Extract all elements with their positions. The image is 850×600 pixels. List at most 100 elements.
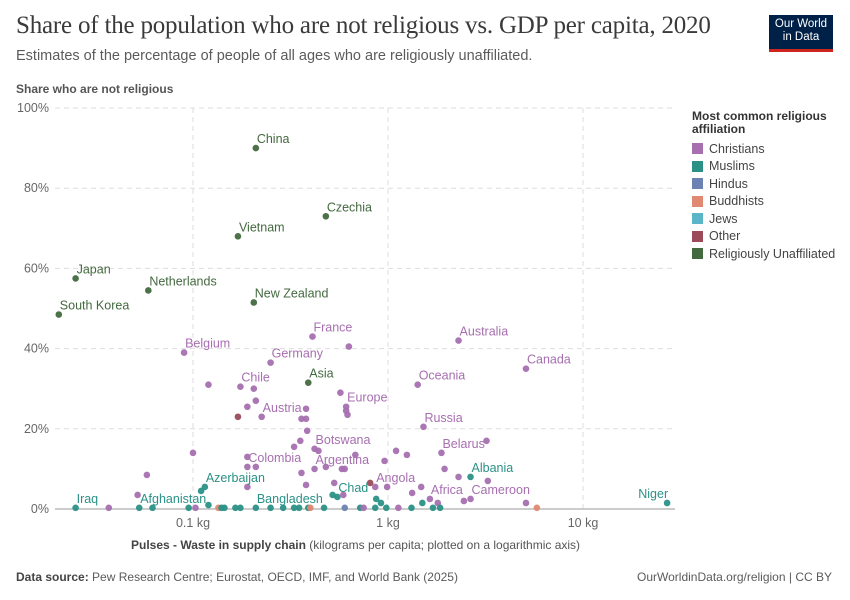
- point-label: Angola: [376, 471, 415, 485]
- legend-label: Buddhists: [709, 194, 764, 209]
- data-point: [307, 504, 314, 512]
- data-point: [467, 495, 474, 503]
- owid-logo[interactable]: Our World in Data: [769, 15, 833, 52]
- point-label: Vietnam: [239, 220, 285, 234]
- data-point: [258, 413, 265, 421]
- data-point: [279, 504, 287, 512]
- data-point: [360, 504, 367, 512]
- data-point: [298, 415, 305, 423]
- data-point: [315, 447, 322, 455]
- point-label: Botswana: [316, 433, 371, 447]
- data-point: [337, 389, 344, 397]
- data-point: [192, 504, 199, 512]
- data-point: [302, 415, 310, 423]
- legend-label: Christians: [709, 141, 765, 156]
- legend-swatch: [692, 213, 703, 225]
- point-label: Azerbaijan: [206, 471, 265, 485]
- data-point: [467, 473, 474, 481]
- point-label: South Korea: [60, 299, 130, 313]
- data-point: [419, 499, 426, 507]
- point-label: Canada: [527, 353, 571, 367]
- point-label: Niger: [638, 487, 668, 501]
- x-tick-label: 1 kg: [376, 516, 400, 530]
- data-point: [352, 451, 359, 459]
- point-label: Germany: [272, 347, 324, 361]
- data-source: Data source: Pew Research Centre; Eurost…: [16, 570, 458, 584]
- legend-label: Religiously Unaffiliated: [709, 246, 836, 261]
- data-point: [55, 311, 63, 318]
- legend-swatch: [692, 230, 703, 242]
- legend-swatch: [692, 178, 703, 190]
- data-point: [345, 343, 353, 350]
- data-point: [522, 365, 530, 372]
- data-point: [340, 491, 347, 499]
- data-point: [180, 349, 188, 356]
- data-point: [460, 497, 468, 505]
- data-point: [135, 504, 143, 512]
- legend-item[interactable]: Muslims: [692, 158, 842, 176]
- point-label: Iraq: [77, 492, 99, 506]
- data-point: [455, 337, 462, 344]
- data-point: [381, 457, 388, 465]
- legend-item[interactable]: Christians: [692, 140, 842, 158]
- point-label: Europe: [347, 391, 387, 405]
- legend-item[interactable]: Hindus: [692, 175, 842, 193]
- x-axis-label: Pulses - Waste in supply chain (kilogram…: [131, 538, 580, 552]
- y-axis-label: Share who are not religious: [16, 82, 174, 96]
- point-label: Cameroon: [472, 483, 530, 497]
- y-tick-label: 20%: [24, 422, 49, 436]
- legend-item[interactable]: Religiously Unaffiliated: [692, 245, 842, 263]
- grid-lines: [55, 107, 675, 509]
- data-point: [392, 447, 400, 455]
- data-point: [377, 499, 385, 507]
- data-point: [244, 403, 251, 411]
- data-point: [143, 471, 151, 479]
- legend-item[interactable]: Jews: [692, 210, 842, 228]
- point-label: Chad: [338, 481, 368, 495]
- legend-swatch: [692, 143, 703, 155]
- data-point: [244, 453, 251, 461]
- x-axis-label-bold: Pulses - Waste in supply chain: [131, 538, 306, 552]
- x-axis-label-rest: (kilograms per capita; plotted on a loga…: [305, 538, 581, 552]
- y-tick-label: 100%: [17, 101, 49, 115]
- point-label: Chile: [241, 371, 270, 385]
- logo-line-2: in Data: [782, 31, 820, 43]
- data-point: [304, 379, 312, 386]
- data-point: [382, 504, 390, 512]
- data-point: [366, 479, 374, 487]
- data-point: [302, 481, 310, 489]
- data-point: [438, 449, 445, 457]
- point-label: Afghanistan: [140, 492, 206, 506]
- data-point: [344, 411, 351, 419]
- data-point: [290, 443, 298, 451]
- data-point: [372, 495, 380, 503]
- data-point: [237, 504, 244, 512]
- data-point: [252, 144, 260, 152]
- point-label: Belarus: [442, 437, 484, 451]
- data-point: [311, 465, 318, 473]
- data-point: [322, 212, 330, 220]
- data-point: [290, 504, 298, 512]
- data-point: [267, 504, 274, 512]
- legend-item[interactable]: Other: [692, 228, 842, 246]
- data-point: [72, 275, 79, 282]
- data-point: [295, 504, 303, 512]
- point-label: Argentina: [316, 453, 370, 467]
- data-point: [408, 504, 415, 512]
- point-label: Asia: [309, 367, 333, 381]
- footer-link[interactable]: OurWorldinData.org/religion | CC BY: [637, 570, 832, 584]
- data-points: [55, 144, 671, 512]
- data-point: [403, 451, 411, 459]
- data-point: [484, 477, 492, 485]
- data-point: [252, 397, 260, 405]
- data-point: [105, 504, 113, 512]
- legend-item[interactable]: Buddhists: [692, 193, 842, 211]
- data-point: [371, 504, 379, 512]
- data-point: [234, 413, 242, 421]
- point-label: Austria: [263, 401, 302, 415]
- data-point: [420, 423, 427, 431]
- data-point: [341, 465, 349, 473]
- legend-label: Muslims: [709, 159, 755, 174]
- data-point: [205, 381, 212, 388]
- data-point: [189, 449, 197, 457]
